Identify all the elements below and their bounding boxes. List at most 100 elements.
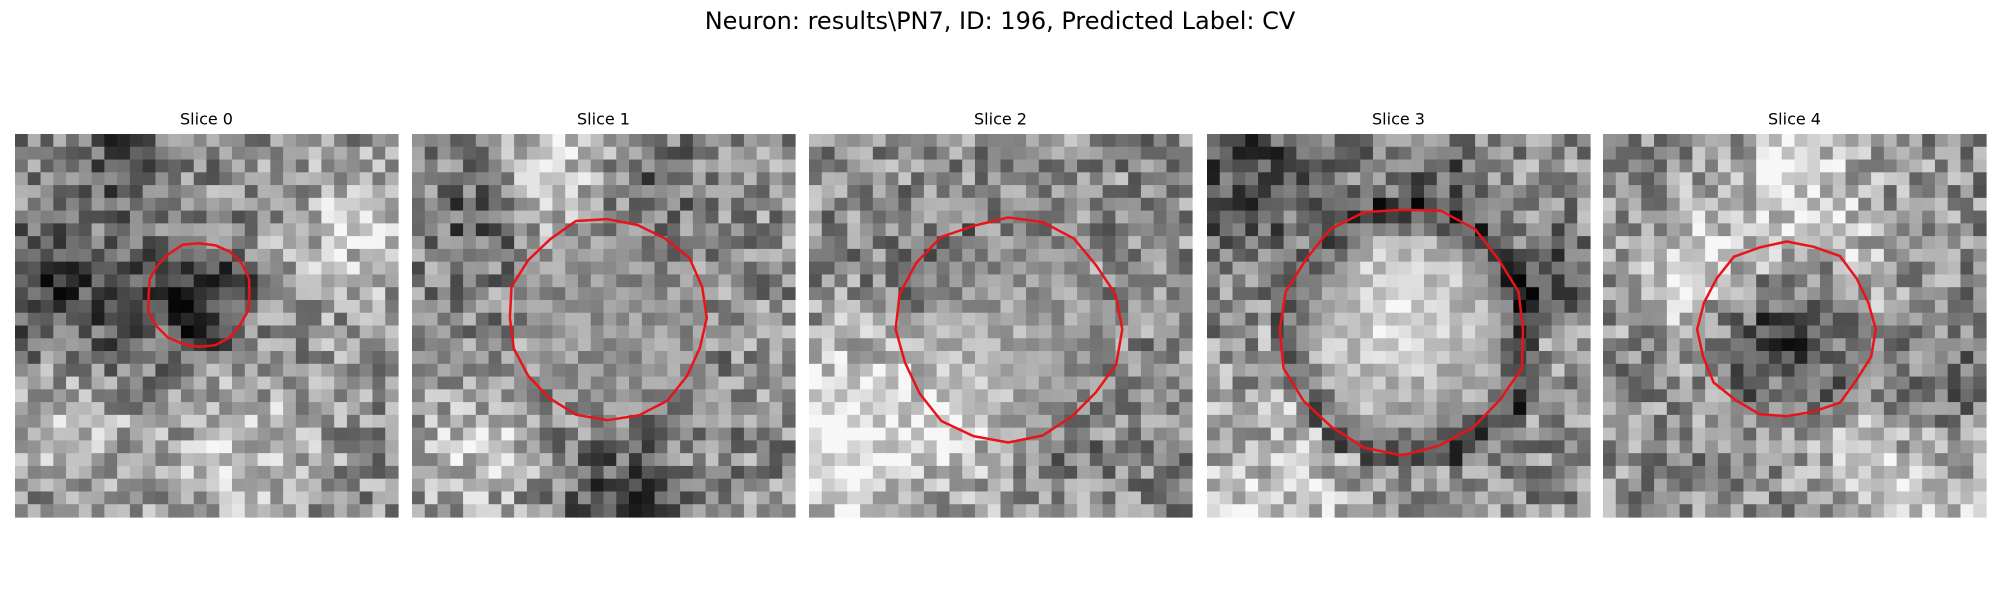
image-pixel: [27, 185, 42, 199]
image-pixel: [1115, 427, 1129, 441]
image-pixel: [104, 248, 118, 263]
image-pixel: [718, 134, 732, 148]
image-pixel: [1013, 453, 1027, 467]
image-pixel: [1551, 465, 1566, 480]
image-pixel: [949, 261, 963, 276]
image-pixel: [1000, 236, 1014, 250]
image-pixel: [321, 427, 335, 441]
image-pixel: [1166, 351, 1180, 365]
image-pixel: [1858, 338, 1872, 352]
image-pixel: [1705, 299, 1719, 314]
image-pixel: [1871, 261, 1885, 276]
image-pixel: [1166, 172, 1180, 186]
image-pixel: [1947, 146, 1962, 161]
image-pixel: [168, 427, 182, 441]
image-pixel: [1296, 134, 1310, 148]
image-pixel: [1077, 223, 1091, 237]
image-pixel: [1603, 236, 1617, 250]
image-pixel: [1794, 453, 1808, 467]
image-pixel: [1705, 376, 1719, 390]
image-pixel: [1270, 504, 1285, 518]
image-pixel: [885, 248, 899, 263]
image-pixel: [987, 248, 1002, 263]
image-pixel: [1500, 185, 1514, 199]
image-pixel: [1717, 248, 1732, 263]
image-pixel: [1309, 159, 1323, 173]
image-pixel: [385, 197, 399, 212]
image-pixel: [501, 389, 515, 403]
image-pixel: [769, 236, 783, 250]
image-pixel: [1219, 223, 1234, 237]
image-pixel: [526, 210, 541, 224]
image-pixel: [1013, 414, 1027, 429]
image-pixel: [129, 338, 144, 352]
image-pixel: [270, 248, 284, 263]
image-pixel: [1705, 504, 1719, 518]
image-pixel: [1013, 248, 1027, 263]
image-pixel: [334, 338, 348, 352]
image-pixel: [1128, 478, 1142, 493]
image-pixel: [1603, 134, 1617, 148]
image-pixel: [987, 389, 1002, 403]
image-pixel: [1360, 299, 1374, 314]
image-pixel: [1128, 312, 1142, 327]
image-pixel: [346, 504, 361, 518]
image-pixel: [1615, 478, 1630, 493]
image-pixel: [911, 465, 925, 480]
image-pixel: [372, 274, 386, 288]
image-pixel: [1871, 325, 1885, 339]
image-pixel: [1309, 325, 1323, 339]
image-pixel: [1398, 351, 1412, 365]
image-pixel: [412, 185, 426, 199]
image-pixel: [1705, 414, 1719, 429]
image-pixel: [654, 478, 668, 493]
image-pixel: [923, 248, 938, 263]
image-pixel: [270, 376, 284, 390]
image-pixel: [40, 210, 54, 224]
image-pixel: [1743, 197, 1757, 212]
image-pixel: [1960, 159, 1974, 173]
image-pixel: [616, 325, 630, 339]
image-pixel: [577, 185, 592, 199]
image-pixel: [680, 236, 694, 250]
image-pixel: [1909, 172, 1923, 186]
image-pixel: [1807, 376, 1821, 390]
image-pixel: [53, 414, 67, 429]
image-pixel: [1679, 210, 1693, 224]
image-pixel: [1934, 478, 1949, 493]
image-pixel: [334, 197, 348, 212]
image-pixel: [321, 299, 335, 314]
image-pixel: [847, 274, 861, 288]
image-pixel: [1462, 210, 1476, 224]
image-pixel: [1705, 210, 1719, 224]
image-pixel: [1038, 223, 1053, 237]
image-pixel: [1424, 248, 1438, 263]
image-pixel: [911, 363, 925, 378]
image-pixel: [539, 197, 554, 212]
image-pixel: [514, 427, 528, 441]
image-pixel: [629, 351, 643, 365]
image-pixel: [1398, 389, 1412, 403]
image-pixel: [526, 389, 541, 403]
image-pixel: [53, 427, 67, 441]
image-pixel: [244, 287, 259, 301]
image-pixel: [1153, 465, 1168, 480]
image-pixel: [1577, 312, 1591, 327]
image-pixel: [1794, 440, 1808, 454]
image-pixel: [1296, 223, 1310, 237]
image-pixel: [1283, 351, 1297, 365]
image-pixel: [424, 363, 439, 378]
image-pixel: [501, 146, 515, 161]
image-pixel: [1896, 325, 1910, 339]
image-pixel: [1883, 478, 1898, 493]
image-pixel: [1424, 414, 1438, 429]
image-pixel: [680, 465, 694, 480]
image-pixel: [1934, 210, 1949, 224]
image-pixel: [1000, 146, 1014, 161]
image-pixel: [1654, 338, 1668, 352]
image-pixel: [731, 134, 745, 148]
image-pixel: [1385, 478, 1400, 493]
image-pixel: [155, 223, 169, 237]
image-pixel: [437, 134, 451, 148]
image-pixel: [1947, 504, 1962, 518]
